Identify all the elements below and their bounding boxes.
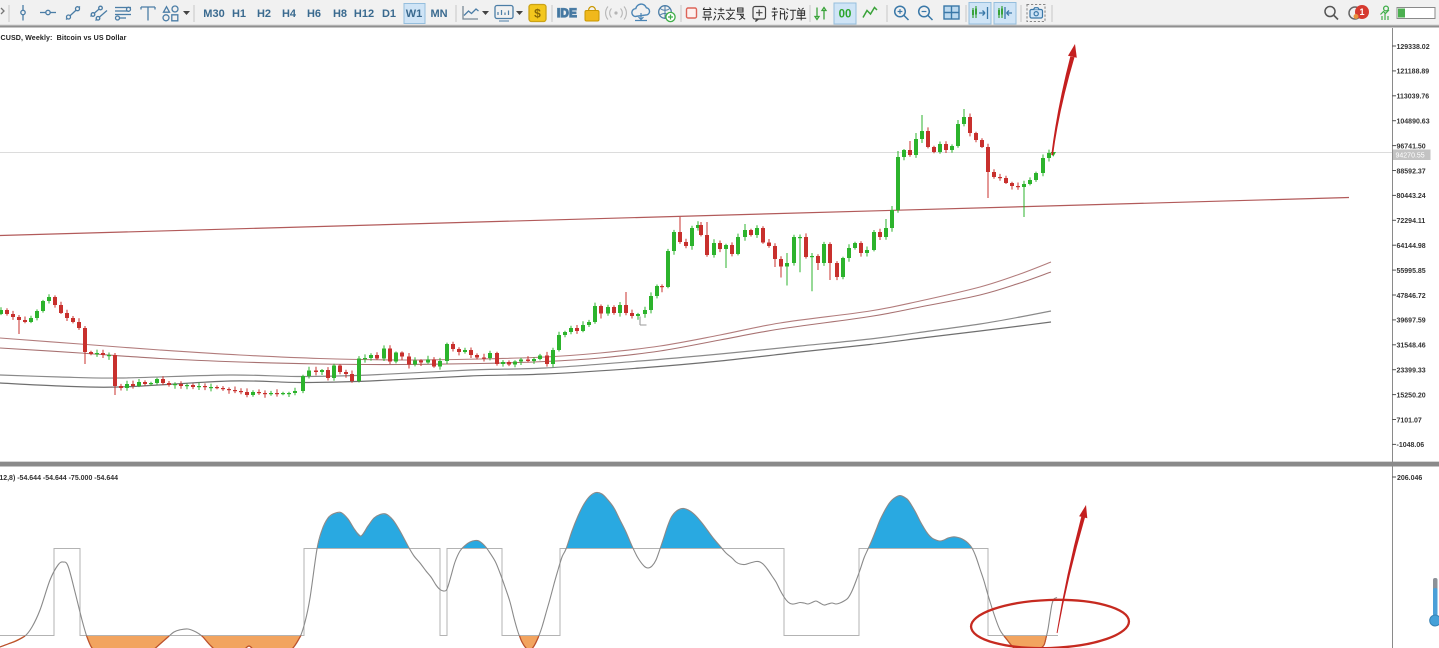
svg-text:23399.33: 23399.33 <box>1397 368 1426 375</box>
svg-text:15250.20: 15250.20 <box>1397 392 1426 399</box>
svg-text:7101.07: 7101.07 <box>1397 417 1422 424</box>
svg-text:104890.63: 104890.63 <box>1397 119 1430 126</box>
svg-text:IDE: IDE <box>557 8 577 20</box>
svg-text:129338.02: 129338.02 <box>1397 44 1430 51</box>
svg-text:H1: H1 <box>232 8 246 20</box>
svg-text:00: 00 <box>839 9 852 21</box>
svg-text:-1048.06: -1048.06 <box>1397 442 1425 449</box>
svg-text:H2: H2 <box>257 8 271 20</box>
svg-text:31548.46: 31548.46 <box>1397 343 1426 350</box>
svg-text:H12: H12 <box>354 8 374 20</box>
svg-text:88592.37: 88592.37 <box>1397 168 1426 175</box>
svg-text:CUSD, Weekly: Bitcoin vs US D: CUSD, Weekly: Bitcoin vs US Dollar <box>1 34 127 42</box>
svg-text:121188.89: 121188.89 <box>1397 69 1430 76</box>
svg-text:D1: D1 <box>382 8 396 20</box>
svg-text:H6: H6 <box>307 8 321 20</box>
svg-text:$: $ <box>534 7 541 21</box>
svg-text:W1: W1 <box>406 8 423 20</box>
svg-text:113039.76: 113039.76 <box>1397 94 1430 101</box>
svg-text:64144.98: 64144.98 <box>1397 243 1426 250</box>
svg-text:47846.72: 47846.72 <box>1397 293 1426 300</box>
svg-text:55995.85: 55995.85 <box>1397 268 1426 275</box>
svg-text:1: 1 <box>1359 7 1364 17</box>
svg-text:72294.11: 72294.11 <box>1397 218 1426 225</box>
svg-text:H8: H8 <box>333 8 347 20</box>
svg-text:39697.59: 39697.59 <box>1397 318 1426 325</box>
svg-text:206.046: 206.046 <box>1397 475 1422 482</box>
svg-text:M30: M30 <box>203 8 224 20</box>
svg-text:H4: H4 <box>282 8 297 20</box>
svg-text:MN: MN <box>430 8 447 20</box>
svg-text:80443.24: 80443.24 <box>1397 193 1426 200</box>
svg-text:94270.55: 94270.55 <box>1396 153 1425 160</box>
svg-text:(12,8) -54.644 -54.644 -75.000: (12,8) -54.644 -54.644 -75.000 -54.644 <box>0 475 118 482</box>
svg-text:96741.50: 96741.50 <box>1397 143 1426 150</box>
